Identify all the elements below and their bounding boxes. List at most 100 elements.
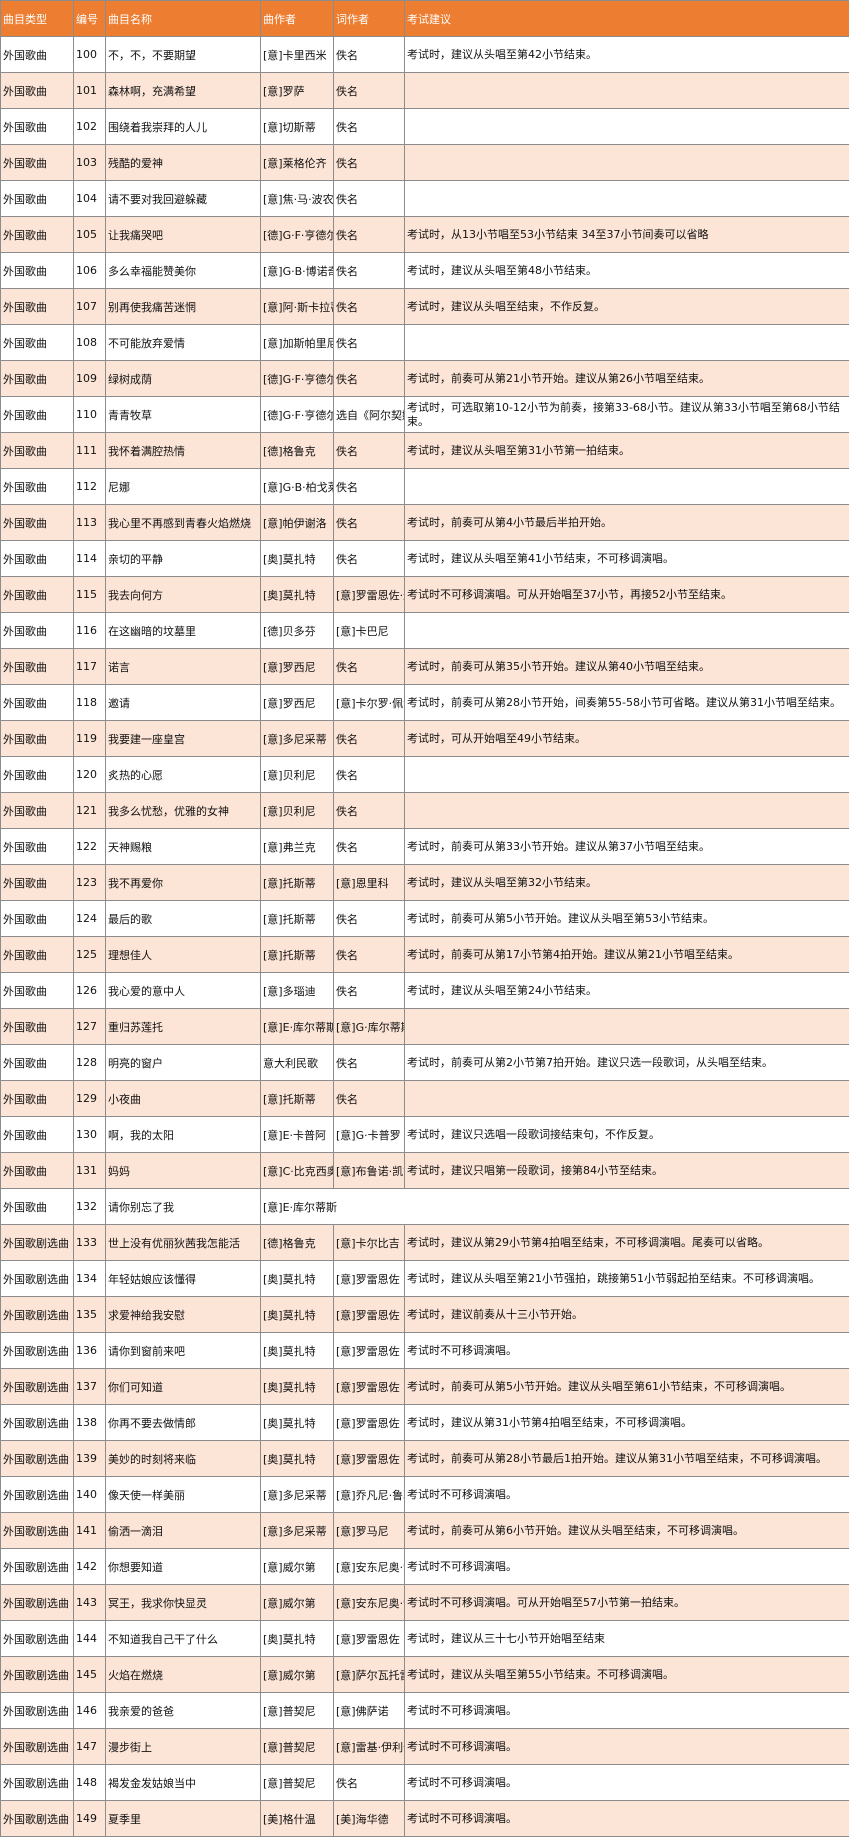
advice-cell: 考试时，从13小节唱至53小节结束 34至37小节间奏可以省略 <box>404 216 849 253</box>
header-cell: 考试建议 <box>404 0 849 37</box>
lyricist-cell: [意]罗雷恩佐 <box>333 1404 405 1441</box>
composer-cell: [意]E·库尔蒂斯 <box>260 1008 334 1045</box>
table-row: 外国歌曲 105 让我痛哭吧 [德]G·F·亨德尔 佚名 考试时，从13小节唱至53小节结… <box>0 216 849 253</box>
composer-cell: [意]加斯帕里尼 <box>260 324 334 361</box>
lyricist-cell: 佚名 <box>333 720 405 757</box>
no-cell: 136 <box>73 1332 106 1369</box>
advice-cell: 考试时不可移调演唱。 <box>404 1764 849 1801</box>
advice-text: 考试时，前奏可从第28小节最后1拍开始。建议从第31小节唱至结束，不可移调演唱。 <box>407 1451 827 1465</box>
composer-cell: [意]普契尼 <box>260 1692 334 1729</box>
composer-cell: [意]普契尼 <box>260 1764 334 1801</box>
title-cell: 理想佳人 <box>105 936 261 973</box>
advice-cell: 考试时，前奏可从第5小节开始。建议从头唱至第53小节结束。 <box>404 900 849 937</box>
no-cell: 149 <box>73 1800 106 1837</box>
composer-cell: [意]罗西尼 <box>260 648 334 685</box>
no-cell: 123 <box>73 864 106 901</box>
lyricist-cell: 佚名 <box>333 828 405 865</box>
advice-cell <box>404 756 849 793</box>
no-cell: 137 <box>73 1368 106 1405</box>
title-cell: 别再使我痛苦迷惘 <box>105 288 261 325</box>
table-row: 外国歌曲 109 绿树成荫 [德]G·F·亨德尔 佚名 考试时，前奏可从第21小节开始。建… <box>0 360 849 397</box>
category-cell: 外国歌曲 <box>0 72 74 109</box>
table-row: 外国歌曲 125 理想佳人 [意]托斯蒂 佚名 考试时，前奏可从第17小节第4拍开始。建议… <box>0 936 849 973</box>
table-row: 外国歌曲 130 啊，我的太阳 [意]E·卡普阿 [意]G·卡普罗 考试时，建议只选唱一段… <box>0 1116 849 1153</box>
category-cell: 外国歌曲 <box>0 1044 74 1081</box>
category-cell: 外国歌剧选曲 <box>0 1584 74 1621</box>
category-cell: 外国歌曲 <box>0 180 74 217</box>
advice-cell <box>404 1080 849 1117</box>
advice-text: 考试时不可移调演唱。 <box>407 1739 517 1753</box>
advice-cell: 考试时，前奏可从第17小节第4拍开始。建议从第21小节唱至结束。 <box>404 936 849 973</box>
table-row: 外国歌曲 111 我怀着满腔热情 [德]格鲁克 佚名 考试时，建议从头唱至第31小节第一拍… <box>0 432 849 469</box>
category-cell: 外国歌剧选曲 <box>0 1224 74 1261</box>
composer-cell: [奥]莫扎特 <box>260 1296 334 1333</box>
header-cell: 曲目名称 <box>105 0 261 37</box>
advice-text: 考试时不可移调演唱。 <box>407 1343 517 1357</box>
advice-cell: 考试时，前奏可从第4小节最后半拍开始。 <box>404 504 849 541</box>
lyricist-cell: 佚名 <box>333 648 405 685</box>
composer-cell: [意]托斯蒂 <box>260 900 334 937</box>
table-row: 外国歌曲 103 残酷的爱神 [意]莱格伦齐 佚名 <box>0 144 849 181</box>
advice-text: 考试时，前奏可从第4小节最后半拍开始。 <box>407 515 612 529</box>
no-cell: 122 <box>73 828 106 865</box>
category-cell: 外国歌曲 <box>0 828 74 865</box>
lyricist-cell: 佚名 <box>333 180 405 217</box>
advice-cell: 考试时，建议从头唱至第42小节结束。 <box>404 36 849 73</box>
no-cell: 118 <box>73 684 106 721</box>
composer-cell: [意]威尔第 <box>260 1548 334 1585</box>
advice-text: 考试时，可从开始唱至49小节结束。 <box>407 731 586 745</box>
no-cell: 144 <box>73 1620 106 1657</box>
lyricist-cell: [意]罗雷恩佐 <box>333 1368 405 1405</box>
advice-cell: 考试时，建议前奏从十三小节开始。 <box>404 1296 849 1333</box>
table-row: 外国歌剧选曲 148 褐发金发姑娘当中 [意]普契尼 佚名 考试时不可移调演唱。 <box>0 1764 849 1801</box>
title-cell: 围绕着我崇拜的人儿 <box>105 108 261 145</box>
advice-cell: 考试时，建议只选唱一段歌词接结束句，不作反复。 <box>404 1116 849 1153</box>
advice-cell: 考试时不可移调演唱。可从开始唱至57小节第一拍结束。 <box>404 1584 849 1621</box>
lyricist-cell: 佚名 <box>333 1764 405 1801</box>
title-cell: 美妙的时刻将来临 <box>105 1440 261 1477</box>
composer-cell: [意]E·库尔蒂斯 <box>260 1188 849 1225</box>
title-cell: 小夜曲 <box>105 1080 261 1117</box>
table-body: 外国歌曲 100 不，不，不要期望 [意]卡里西米 佚名 考试时，建议从头唱至第42小节结… <box>0 36 849 1837</box>
composer-cell: [意]威尔第 <box>260 1584 334 1621</box>
lyricist-cell: [意]罗雷恩佐·达·彭特 <box>333 576 405 613</box>
composer-cell: [意]贝利尼 <box>260 792 334 829</box>
table-row: 外国歌剧选曲 149 夏季里 [美]格什温 [美]海华德 考试时不可移调演唱。 <box>0 1800 849 1837</box>
no-cell: 103 <box>73 144 106 181</box>
no-cell: 107 <box>73 288 106 325</box>
no-cell: 128 <box>73 1044 106 1081</box>
advice-text: 考试时，建议从头唱至第41小节结束，不可移调演唱。 <box>407 551 674 565</box>
advice-cell <box>404 108 849 145</box>
advice-cell <box>404 72 849 109</box>
composer-cell: [德]格鲁克 <box>260 432 334 469</box>
advice-text: 考试时，建议只唱第一段歌词，接第84小节至结束。 <box>407 1163 663 1177</box>
category-cell: 外国歌曲 <box>0 1116 74 1153</box>
lyricist-cell: [意]卡尔罗·佩波利 <box>333 684 405 721</box>
title-cell: 不知道我自己干了什么 <box>105 1620 261 1657</box>
lyricist-cell: [意]布鲁诺·凯鲁比尼 <box>333 1152 405 1189</box>
advice-cell: 考试时不可移调演唱。 <box>404 1728 849 1765</box>
advice-text: 考试时不可移调演唱。 <box>407 1811 517 1825</box>
advice-cell: 考试时，前奏可从第5小节开始。建议从头唱至第61小节结束，不可移调演唱。 <box>404 1368 849 1405</box>
advice-text: 考试时，建议从头唱至结束，不作反复。 <box>407 299 605 313</box>
no-cell: 146 <box>73 1692 106 1729</box>
table-row: 外国歌剧选曲 134 年轻姑娘应该懂得 [奥]莫扎特 [意]罗雷恩佐 考试时，建议从头唱至… <box>0 1260 849 1297</box>
composer-cell: [意]罗西尼 <box>260 684 334 721</box>
no-cell: 104 <box>73 180 106 217</box>
composer-cell: [意]多瑙迪 <box>260 972 334 1009</box>
advice-cell: 考试时不可移调演唱。 <box>404 1332 849 1369</box>
table-row: 外国歌曲 108 不可能放弃爱情 [意]加斯帕里尼 佚名 <box>0 324 849 361</box>
table-row: 外国歌剧选曲 141 偷洒一滴泪 [意]多尼采蒂 [意]罗马尼 考试时，前奏可从第6小节开… <box>0 1512 849 1549</box>
lyricist-cell: 佚名 <box>333 504 405 541</box>
composer-cell: 意大利民歌 <box>260 1044 334 1081</box>
title-cell: 绿树成荫 <box>105 360 261 397</box>
header-cell: 编号 <box>73 0 106 37</box>
no-cell: 142 <box>73 1548 106 1585</box>
table-row: 外国歌曲 124 最后的歌 [意]托斯蒂 佚名 考试时，前奏可从第5小节开始。建议从头唱至… <box>0 900 849 937</box>
table-row: 外国歌曲 116 在这幽暗的坟墓里 [德]贝多芬 [意]卡巴尼 <box>0 612 849 649</box>
table-row: 外国歌曲 123 我不再爱你 [意]托斯蒂 [意]恩里科 考试时，建议从头唱至第32小节结… <box>0 864 849 901</box>
lyricist-cell: 佚名 <box>333 1044 405 1081</box>
title-cell: 我心爱的意中人 <box>105 972 261 1009</box>
no-cell: 143 <box>73 1584 106 1621</box>
advice-text: 考试时，前奏可从第2小节第7拍开始。建议只选一段歌词，从头唱至结束。 <box>407 1055 773 1069</box>
